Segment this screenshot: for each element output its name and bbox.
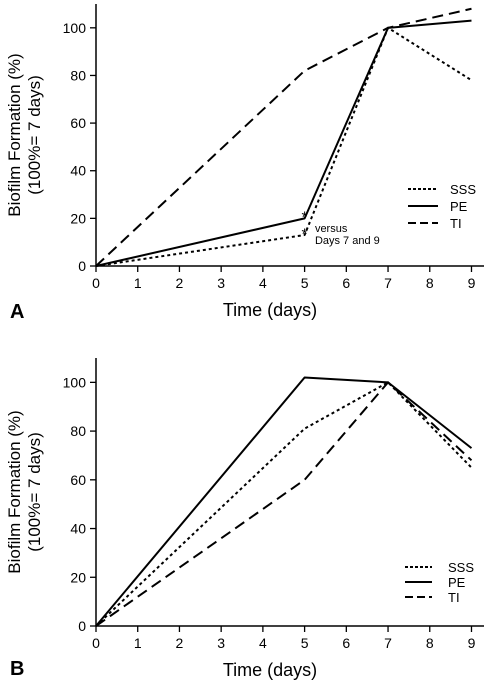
x-tick-label: 3 <box>217 635 225 651</box>
x-tick-label: 9 <box>468 635 476 651</box>
y-axis-label-sub: (100%= 7 days) <box>25 75 44 195</box>
series-line-sss <box>95 26 473 267</box>
y-tick-label: 0 <box>78 258 86 274</box>
x-tick-label: 5 <box>301 275 309 291</box>
chart-panel-b: 0 1 2 3 4 5 6 7 8 9 0 20 40 60 80 100 Time (days) Biofilm… <box>5 358 484 680</box>
series-line-sss <box>95 381 473 627</box>
y-tick-label: 80 <box>70 423 86 439</box>
x-tick-label: 5 <box>301 635 309 651</box>
x-tick-label: 1 <box>134 635 142 651</box>
panel-label: B <box>10 658 24 680</box>
annotation-text: Days 7 and 9 <box>315 235 380 247</box>
x-tick-label: 2 <box>176 635 184 651</box>
y-tick-label: 40 <box>70 163 86 179</box>
legend-label-sss: SSS <box>450 182 476 197</box>
annotation-text: versus <box>315 223 348 235</box>
x-tick-label: 4 <box>259 275 267 291</box>
series-line-pe <box>95 376 473 627</box>
series-line-ti <box>95 381 473 627</box>
x-tick-label: 2 <box>176 275 184 291</box>
x-tick-label: 4 <box>259 635 267 651</box>
x-tick-label: 1 <box>134 275 142 291</box>
y-tick-label: 100 <box>63 20 87 36</box>
x-tick-label: 3 <box>217 275 225 291</box>
y-tick-label: 0 <box>78 618 86 634</box>
legend-label-pe: PE <box>448 575 466 590</box>
x-tick-label: 7 <box>384 635 392 651</box>
series-line-ti <box>95 7 472 267</box>
significance-asterisk: * <box>301 226 307 243</box>
y-tick-label: 60 <box>70 115 86 131</box>
panel-label: A <box>10 301 24 323</box>
x-tick-label: 8 <box>426 635 434 651</box>
legend-label-ti: TI <box>448 590 460 605</box>
y-axis-label: Biofilm Formation (%) <box>5 53 24 216</box>
y-tick-label: 80 <box>70 67 86 83</box>
x-axis-label: Time (days) <box>223 300 317 320</box>
x-tick-label: 6 <box>342 635 350 651</box>
y-axis-label-sub: (100%= 7 days) <box>25 432 44 552</box>
y-tick-label: 60 <box>70 472 86 488</box>
x-tick-label: 9 <box>468 275 476 291</box>
legend-label-sss: SSS <box>448 560 474 575</box>
x-tick-label: 6 <box>342 275 350 291</box>
x-tick-label: 0 <box>92 275 100 291</box>
y-axis-label: Biofilm Formation (%) <box>5 410 24 573</box>
y-tick-label: 40 <box>70 521 86 537</box>
x-tick-label: 8 <box>426 275 434 291</box>
y-tick-label: 100 <box>63 374 87 390</box>
x-tick-label: 0 <box>92 635 100 651</box>
y-tick-label: 20 <box>70 569 86 585</box>
legend-label-pe: PE <box>450 199 468 214</box>
x-tick-label: 7 <box>384 275 392 291</box>
series-line-pe <box>95 19 472 267</box>
y-tick-label: 20 <box>70 210 86 226</box>
chart-panel-a: 0 1 2 3 4 5 6 7 8 9 0 20 40 60 80 100 Time (days) Biofilm… <box>5 4 484 323</box>
significance-asterisk: * <box>301 210 307 227</box>
x-axis-label: Time (days) <box>223 660 317 680</box>
legend-label-ti: TI <box>450 216 462 231</box>
